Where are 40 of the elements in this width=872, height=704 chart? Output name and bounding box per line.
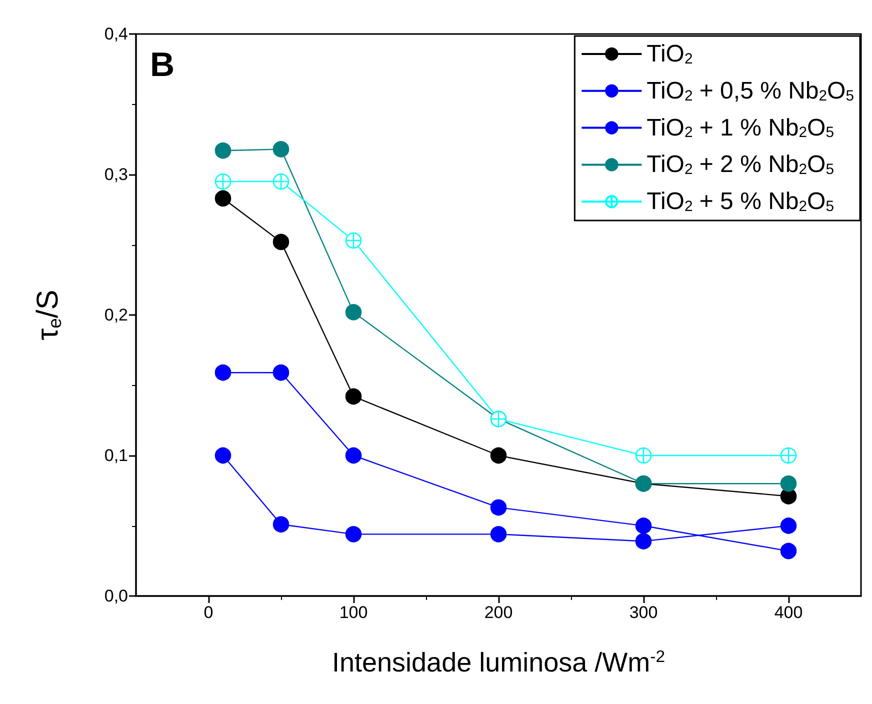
legend-label: TiO2 — [646, 40, 693, 68]
point — [272, 173, 290, 190]
point — [214, 190, 232, 207]
point — [635, 518, 652, 534]
point — [490, 447, 507, 464]
legend-label: TiO2 + 5 % Nb2O5 — [646, 188, 834, 216]
point — [345, 388, 362, 405]
point — [272, 516, 290, 532]
x-tick-label: 0 — [204, 603, 214, 622]
y-tick-label: 0,2 — [104, 306, 128, 324]
x-tick-label: 200 — [484, 603, 513, 622]
point — [490, 499, 507, 516]
legend-label: TiO2 + 2 % Nb2O5 — [646, 151, 834, 178]
point — [635, 533, 652, 550]
point — [272, 141, 290, 158]
y-axis-title: τe/S — [31, 290, 65, 340]
x-tick-label: 400 — [774, 603, 803, 622]
point — [214, 142, 232, 159]
y-tick-label: 0,0 — [104, 586, 128, 606]
point — [345, 526, 362, 542]
point — [272, 364, 290, 381]
point — [780, 518, 797, 534]
point — [635, 447, 652, 464]
legend-label: TiO2 + 0,5 % Nb2O5 — [646, 77, 854, 104]
point — [214, 364, 232, 381]
y-tick-label: 0,1 — [104, 446, 128, 465]
x-tick-label: 300 — [629, 603, 658, 622]
point — [780, 475, 797, 492]
legend-label: TiO2 + 1 % Nb2O5 — [646, 114, 834, 142]
point — [780, 542, 797, 560]
point — [345, 304, 362, 320]
point — [490, 526, 507, 542]
point — [214, 447, 232, 464]
annotation: B — [150, 46, 175, 84]
y-tick-label: 0,3 — [104, 165, 128, 184]
point — [345, 232, 362, 249]
x-tick-label: 100 — [339, 603, 368, 622]
point — [272, 234, 290, 250]
y-tick-label: 0,4 — [104, 24, 128, 44]
point — [345, 447, 362, 464]
